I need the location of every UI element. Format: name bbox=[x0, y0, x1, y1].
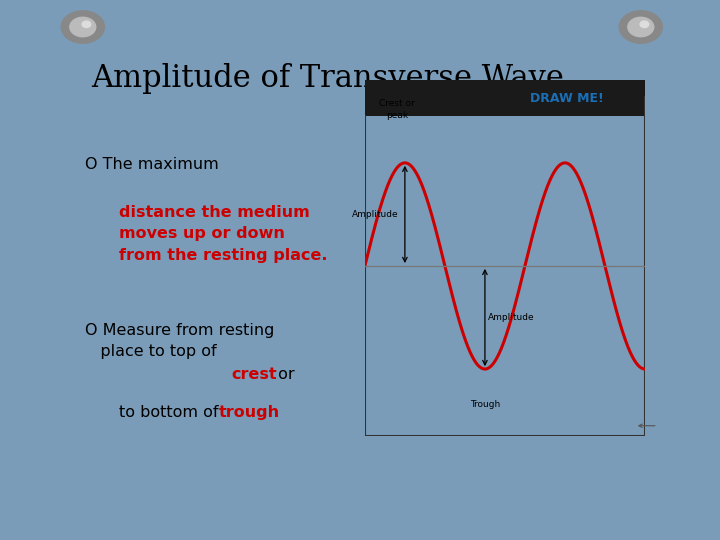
Text: to bottom of: to bottom of bbox=[119, 406, 223, 420]
Text: distance the medium
moves up or down
from the resting place.: distance the medium moves up or down fro… bbox=[119, 205, 327, 263]
Text: Amplitude: Amplitude bbox=[352, 210, 399, 219]
Text: Amplitude: Amplitude bbox=[487, 313, 534, 322]
Text: Trough: Trough bbox=[469, 400, 500, 409]
Text: crest: crest bbox=[231, 367, 277, 382]
Text: DRAW ME!: DRAW ME! bbox=[530, 92, 603, 105]
Text: Amplitude of Transverse Wave: Amplitude of Transverse Wave bbox=[91, 63, 564, 94]
Text: or: or bbox=[273, 367, 294, 382]
Text: Crest or
peak: Crest or peak bbox=[379, 99, 415, 119]
Text: O Measure from resting
   place to top of: O Measure from resting place to top of bbox=[85, 322, 274, 359]
Text: O The maximum: O The maximum bbox=[85, 157, 219, 172]
Bar bbox=[365, 80, 645, 117]
Text: trough: trough bbox=[219, 406, 280, 420]
